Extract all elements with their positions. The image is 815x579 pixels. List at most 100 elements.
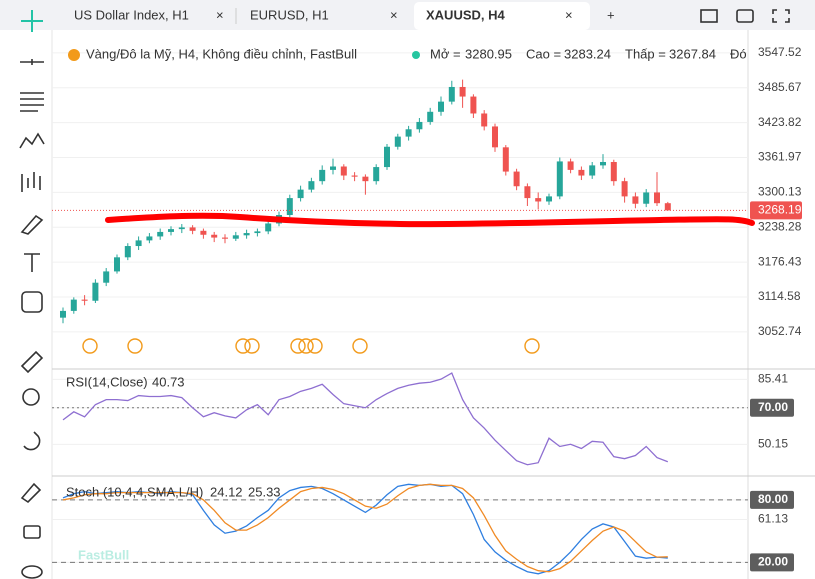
level-tag xyxy=(750,490,794,509)
candle-body xyxy=(60,310,66,318)
stoch-title: Stoch (10,4,4,SMA,L/H) xyxy=(66,484,203,499)
candle-body xyxy=(362,176,369,182)
candle-body xyxy=(438,101,444,112)
y-tick-label: 3176.43 xyxy=(758,254,802,268)
y-tick-label: 3300.13 xyxy=(758,185,802,199)
event-icon[interactable] xyxy=(307,338,323,354)
emoji-tool[interactable] xyxy=(21,291,43,313)
candle-body xyxy=(81,299,88,301)
y-tick-label: 61.13 xyxy=(758,512,788,526)
candle-body xyxy=(459,86,466,97)
y-tick-label: 85.41 xyxy=(758,371,788,385)
candle-body xyxy=(384,146,390,168)
candle-body xyxy=(330,166,336,170)
candle-body xyxy=(600,161,606,166)
y-tick-label: 20.00 xyxy=(758,555,788,569)
plots xyxy=(52,79,748,575)
candle-body xyxy=(340,166,347,176)
y-tick-label: 50.15 xyxy=(758,437,788,451)
y-tick-label: 3238.28 xyxy=(758,219,802,233)
open-value: 3280.95 xyxy=(465,46,512,61)
candle-body xyxy=(70,299,77,311)
candle-body xyxy=(265,223,272,232)
axes: 3547.52 3485.67 3423.82 3361.97 3300.13 3238.… xyxy=(750,45,802,572)
rsi-title: RSI(14,Close) xyxy=(66,374,148,389)
candle-body xyxy=(578,169,585,176)
candle-body xyxy=(492,126,498,148)
stoch-k-value: 24.12 xyxy=(210,484,243,499)
fib-tool[interactable] xyxy=(20,92,44,112)
text-tool[interactable] xyxy=(24,253,40,272)
tab[interactable] xyxy=(58,2,236,30)
candle-body xyxy=(178,227,185,230)
magnet-tool[interactable] xyxy=(23,431,41,451)
event-icon[interactable] xyxy=(244,338,260,354)
brush-tool[interactable] xyxy=(20,214,44,235)
candle-body xyxy=(92,282,99,301)
drawn-line[interactable] xyxy=(105,212,755,228)
stoch-d-value: 25.33 xyxy=(248,484,281,499)
candle-body xyxy=(546,196,552,202)
event-icon[interactable] xyxy=(82,338,98,354)
candle-body xyxy=(416,121,423,130)
last-price-label: 3268.19 xyxy=(758,203,802,217)
tab-active[interactable] xyxy=(414,2,590,30)
tab-label[interactable]: XAUUSD, H4 xyxy=(426,7,506,22)
lock-tool[interactable] xyxy=(23,525,41,539)
tab-close[interactable]: × xyxy=(565,7,573,22)
candle-body xyxy=(222,237,228,239)
tools xyxy=(19,59,45,579)
candle-body xyxy=(567,161,574,170)
ruler-tool[interactable] xyxy=(20,350,44,374)
y-tick-label: 3485.67 xyxy=(758,80,802,94)
draw-mode-tool[interactable] xyxy=(20,482,42,504)
event-icon[interactable] xyxy=(127,338,143,354)
level-tag xyxy=(750,398,794,417)
low-label: Thấp = xyxy=(625,46,666,61)
pattern-tool[interactable] xyxy=(19,132,45,149)
candle-tool[interactable] xyxy=(21,172,41,192)
candle-body xyxy=(200,230,207,235)
candle-body xyxy=(524,186,531,199)
candle-body xyxy=(211,234,218,238)
low-value: 3267.84 xyxy=(669,46,716,61)
tab-close[interactable]: × xyxy=(216,7,224,22)
candle-body xyxy=(103,271,110,283)
candle-body xyxy=(535,198,542,202)
candle-body xyxy=(157,231,164,237)
level-tag xyxy=(750,553,794,572)
event-icon[interactable] xyxy=(524,338,540,354)
indicator-line xyxy=(62,483,668,573)
last-price-tag xyxy=(750,201,802,220)
y-tick-label: 3052.74 xyxy=(758,324,802,338)
layout-icon[interactable] xyxy=(700,9,718,23)
tab-close[interactable]: × xyxy=(390,7,398,22)
visibility-tool[interactable] xyxy=(21,565,43,579)
indicator-line xyxy=(62,372,669,466)
candle-body xyxy=(254,231,261,234)
candle-body xyxy=(632,196,639,204)
tab-label[interactable]: US Dollar Index, H1 xyxy=(74,7,189,22)
candle-body xyxy=(168,229,174,232)
event-icon[interactable] xyxy=(352,338,368,354)
candle-body xyxy=(405,129,412,137)
crosshair-icon[interactable] xyxy=(21,10,43,32)
add-tab[interactable]: + xyxy=(607,7,615,22)
window-icon[interactable] xyxy=(736,9,754,23)
candle-body xyxy=(146,236,153,241)
line-tool[interactable] xyxy=(20,59,44,65)
candle-body xyxy=(502,147,509,172)
candle-body xyxy=(319,169,326,182)
tab-label[interactable]: EURUSD, H1 xyxy=(250,7,329,22)
candle-body xyxy=(189,227,196,231)
event-icon[interactable] xyxy=(290,338,306,354)
candle-body xyxy=(243,233,250,236)
event-icon[interactable] xyxy=(298,338,314,354)
zoom-tool[interactable] xyxy=(22,388,40,406)
y-tick-label: 70.00 xyxy=(758,400,788,414)
close-label: Đó xyxy=(730,46,747,61)
event-icon[interactable] xyxy=(235,338,251,354)
fullscreen-icon[interactable] xyxy=(772,9,790,23)
high-value: 3283.24 xyxy=(564,46,611,61)
